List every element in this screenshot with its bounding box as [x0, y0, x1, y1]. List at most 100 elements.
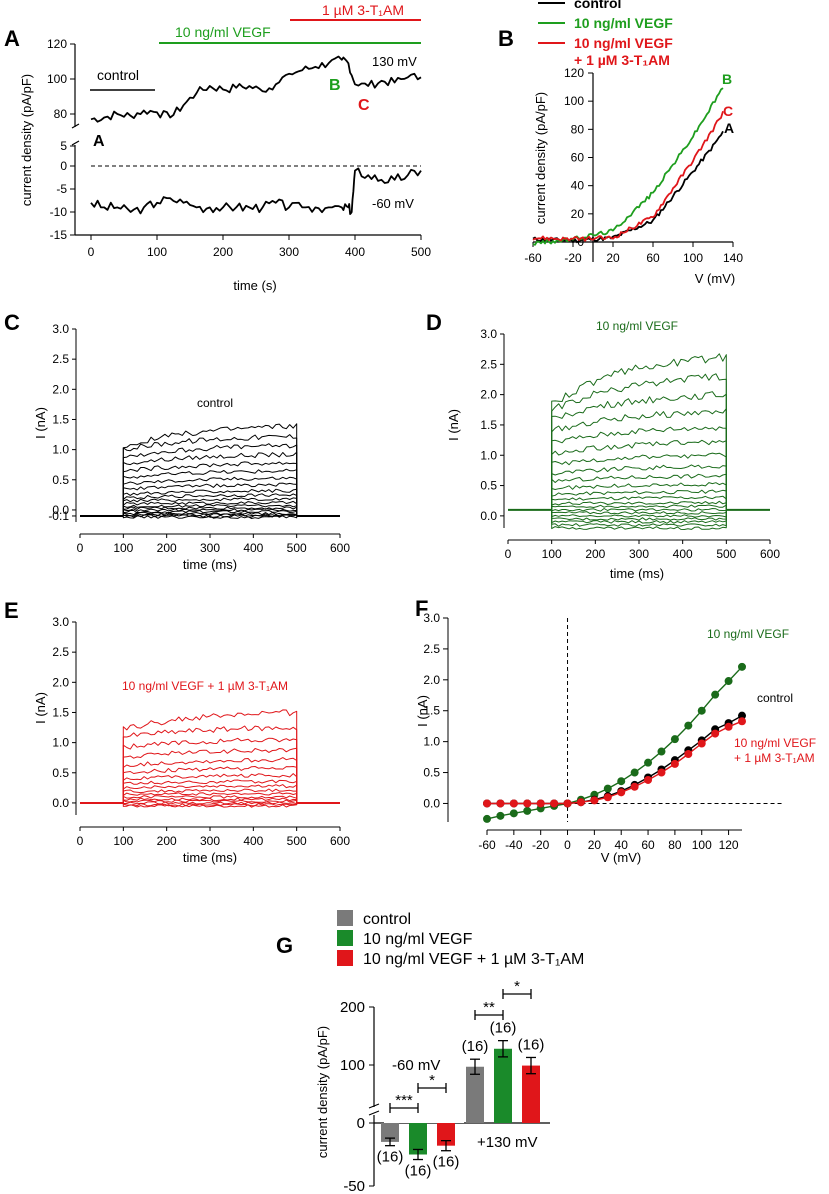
g-break-gap [384, 1112, 464, 1123]
g-legend-swatch [337, 950, 353, 966]
f-y-label: I (nA) [415, 695, 430, 727]
g-bar [522, 1065, 540, 1123]
d-plot-x-tick-label: 0 [505, 547, 512, 561]
d-plot-y-tick-label: 2.0 [480, 388, 497, 402]
e-plot-sweep-trace [122, 799, 298, 803]
a-x-tick-label: 500 [411, 245, 431, 259]
c-x-label: time (ms) [183, 557, 237, 572]
e-plot-y-tick-label: 1.0 [52, 736, 69, 750]
b-x-tick-label: 20 [606, 251, 620, 265]
point-c-label: C [358, 97, 370, 114]
a-x-tick-label: 300 [279, 245, 299, 259]
e-plot-x-tick-label: 600 [330, 834, 350, 848]
b-x-tick-label: -20 [564, 251, 582, 265]
a-y-tick-label: 0 [60, 159, 67, 173]
d-plot-sweep-trace [551, 426, 727, 510]
f-tam-point [697, 739, 706, 748]
d-y-label: I (nA) [446, 409, 461, 441]
vegf-bar-label: 10 ng/ml VEGF [175, 24, 271, 40]
c-plot-y-tick-label: 0.5 [52, 473, 69, 487]
g-y-tick-label: -50 [343, 1178, 365, 1194]
vegf-tam-iv-curve [532, 110, 724, 242]
e-plot-y-tick-label: 1.5 [52, 705, 69, 719]
c-plot-x-tick-label: 200 [157, 541, 177, 555]
panel-a-label: A [4, 26, 20, 51]
c-y-label: I (nA) [33, 407, 48, 439]
f-tam-point [550, 799, 559, 808]
c-plot-sweep-trace [122, 476, 298, 516]
f-vegf-point [496, 811, 505, 820]
f-tam-point [509, 799, 518, 808]
a-y-tick-label: -5 [56, 182, 67, 196]
b-legend-label: + 1 µM 3-T₁AM [574, 52, 670, 68]
curve-b-label: B [722, 71, 732, 87]
f-x-tick-label: -20 [532, 838, 550, 852]
g-n-label: (16) [377, 1149, 404, 1166]
e-plot-sweep-trace [122, 747, 298, 803]
f-y-tick-label: 0.0 [423, 796, 440, 810]
e-x-label: time (ms) [183, 850, 237, 865]
g-bar [409, 1123, 427, 1155]
point-a-label: A [93, 133, 105, 150]
d-plot-sweep-trace [551, 391, 727, 510]
control-iv-curve [532, 130, 724, 244]
e-plot-sweep-trace [122, 773, 298, 803]
d-plot-sweep-trace [551, 482, 727, 510]
e-plot-y-tick-label: 0.0 [52, 796, 69, 810]
f-x-label: V (mV) [601, 850, 641, 865]
d-plot-sweep-trace [551, 473, 727, 510]
f-tam-point [657, 768, 666, 777]
c-plot-sweep-trace [122, 511, 298, 516]
b-y-tick-label: 40 [571, 179, 585, 193]
g-y-label: current density (pA/pF) [315, 1026, 330, 1158]
c-plot-sweep-trace [122, 508, 298, 516]
c-plot-sweep-trace [122, 500, 298, 516]
panel-e-label: E [4, 598, 19, 623]
panel-f-label: F [415, 596, 428, 621]
d-plot-sweep-trace [551, 464, 727, 510]
d-plot-y-tick-label: 1.5 [480, 418, 497, 432]
g-bar [466, 1066, 484, 1123]
a-x-tick-label: 0 [88, 245, 95, 259]
g-n-label: (16) [490, 1020, 517, 1037]
f-vegf-point [617, 777, 626, 786]
e-plot-sweep-trace [122, 779, 298, 803]
c-plot-sweep-trace [122, 497, 298, 516]
f-x-tick-label: 100 [692, 838, 712, 852]
f-tam-point [724, 722, 733, 731]
e-plot-x-tick-label: 0 [77, 834, 84, 848]
tam-bar-label: 1 µM 3-T₁AM [322, 2, 404, 18]
curve-a-label: A [724, 120, 734, 136]
d-plot-sweep-trace [551, 353, 727, 510]
f-x-tick-label: 0 [564, 838, 571, 852]
trace-130mv [90, 55, 422, 123]
group-neg60-label: -60 mV [392, 1057, 440, 1074]
d-plot-sweep-trace [551, 408, 727, 510]
f-vegf-point [509, 809, 518, 818]
f-vegf-point [738, 662, 746, 671]
f-tam-label-1: 10 ng/ml VEGF [734, 736, 816, 750]
e-plot-sweep-trace [122, 802, 298, 807]
c-plot-x-tick-label: 100 [113, 541, 133, 555]
d-plot-y-tick-label: 0.5 [480, 479, 497, 493]
d-plot-x-tick-label: 200 [585, 547, 605, 561]
panel-c-label: C [4, 310, 20, 335]
g-n-label: (16) [433, 1154, 460, 1171]
c-plot-sweep-trace [122, 514, 298, 518]
c-plot-x-tick-label: 600 [330, 541, 350, 555]
e-plot-sweep-trace [122, 757, 298, 803]
e-plot-sweep-trace [122, 725, 298, 803]
c-plot-x-tick-label: 400 [243, 541, 263, 555]
c-plot-y-tick-label: -0.1 [48, 509, 69, 523]
b-y-tick-label: 100 [564, 94, 584, 108]
f-vegf-label: 10 ng/ml VEGF [707, 627, 789, 641]
f-vegf-point [657, 747, 666, 756]
d-plot-sweep-trace [551, 500, 727, 510]
f-x-tick-label: 20 [588, 838, 602, 852]
a-y-tick-label: 80 [54, 107, 68, 121]
f-tam-point [590, 796, 599, 805]
g-y-tick-label: 0 [357, 1115, 365, 1132]
e-plot-sweep-trace [122, 802, 298, 808]
f-tam-label-2: + 1 µM 3-T₁AM [734, 751, 815, 765]
